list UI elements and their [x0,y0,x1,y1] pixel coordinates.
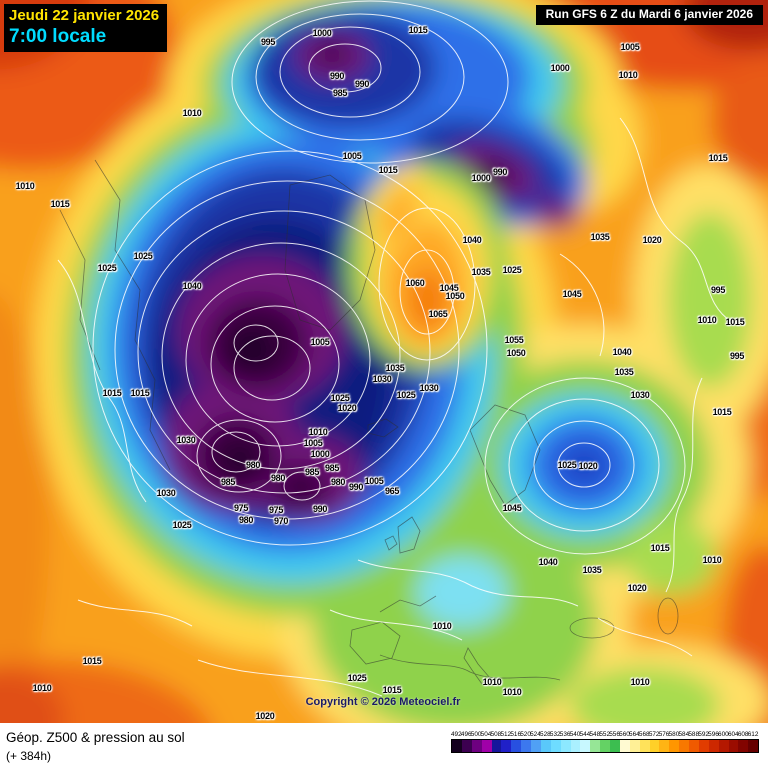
run-overlay: Run GFS 6 Z du Mardi 6 janvier 2026 [535,5,763,25]
copyright-text: Copyright © 2026 Meteociel.fr [305,696,461,708]
legend-value: 576 [658,731,670,738]
legend-value: 568 [638,731,650,738]
parameter-title: Géop. Z500 & pression au sol [6,730,185,745]
isobar-contours-layer [57,0,733,697]
legend-value: 548 [589,731,601,738]
legend-value: 604 [727,731,739,738]
legend-value: 492 [451,731,462,738]
legend-color-cell [452,740,462,752]
legend-color-cell [580,740,591,752]
legend-value: 504 [480,731,492,738]
legend-color-cell [610,740,620,752]
legend-color-cell [511,740,522,752]
legend-color-cell [738,740,749,752]
legend-value: 564 [629,731,640,738]
legend-color-cell [600,740,610,752]
legend-color-cell [629,740,640,752]
color-scale-legend: 492 496 500 504 508 512 516 520 524 528 532 536 540 5… [451,731,759,753]
legend-color-cell [748,740,759,752]
legend-color-cell [471,740,482,752]
legend-value: 584 [678,731,690,738]
legend-footer: Géop. Z500 & pression au sol (+ 384h) 49… [0,723,768,768]
legend-value: 520 [520,731,531,738]
legend-value: 588 [688,731,700,738]
legend-value: 560 [619,731,630,738]
legend-color-cell [550,740,561,752]
legend-color-cell [679,740,689,752]
legend-value: 556 [609,731,620,738]
legend-value: 600 [718,731,729,738]
legend-color-cell [639,740,650,752]
legend-color-cell [491,740,502,752]
legend-color-cell [659,740,670,752]
legend-color-cell [570,740,581,752]
legend-value: 508 [490,731,502,738]
map-canvas [0,0,768,723]
geopotential-fill-layer [0,0,768,723]
legend-color-cell [540,740,551,752]
legend-value: 544 [579,731,591,738]
legend-color-cell [708,740,719,752]
legend-color-cell [531,740,541,752]
legend-value: 516 [510,731,522,738]
legend-color-cell [718,740,729,752]
weather-map: 995 1000 990 990 985 1015 1010 1005 1015 990 1000 1… [0,0,768,723]
legend-bar [451,739,759,753]
legend-value: 500 [470,731,482,738]
legend-value: 608 [737,731,749,738]
legend-value: 552 [599,731,611,738]
legend-color-cell [669,740,680,752]
legend-values: 492 496 500 504 508 512 516 520 524 528 532 536 540 5… [451,731,759,738]
valid-date-text: Jeudi 22 janvier 2026 [9,7,160,24]
legend-value: 536 [559,731,571,738]
legend-value: 512 [500,731,512,738]
date-overlay: Jeudi 22 janvier 2026 7:00 locale [4,4,168,53]
legend-color-cell [649,740,660,752]
legend-value: 524 [530,731,541,738]
legend-color-cell [501,740,512,752]
legend-color-cell [689,740,699,752]
forecast-hour: (+ 384h) [6,749,52,763]
legend-value: 612 [747,731,759,738]
legend-value: 540 [569,731,581,738]
legend-value: 528 [540,731,551,738]
legend-value: 572 [648,731,660,738]
legend-color-cell [461,740,472,752]
legend-color-cell [698,740,709,752]
legend-value: 496 [460,731,472,738]
legend-color-cell [590,740,601,752]
legend-color-cell [728,740,739,752]
legend-color-cell [619,740,630,752]
legend-color-cell [521,740,531,752]
legend-color-cell [481,740,492,752]
valid-time-text: 7:00 locale [9,26,107,48]
legend-value: 580 [668,731,680,738]
legend-value: 592 [698,731,709,738]
legend-value: 532 [549,731,561,738]
legend-value: 596 [708,731,719,738]
coastlines-layer [59,159,679,685]
legend-color-cell [560,740,571,752]
